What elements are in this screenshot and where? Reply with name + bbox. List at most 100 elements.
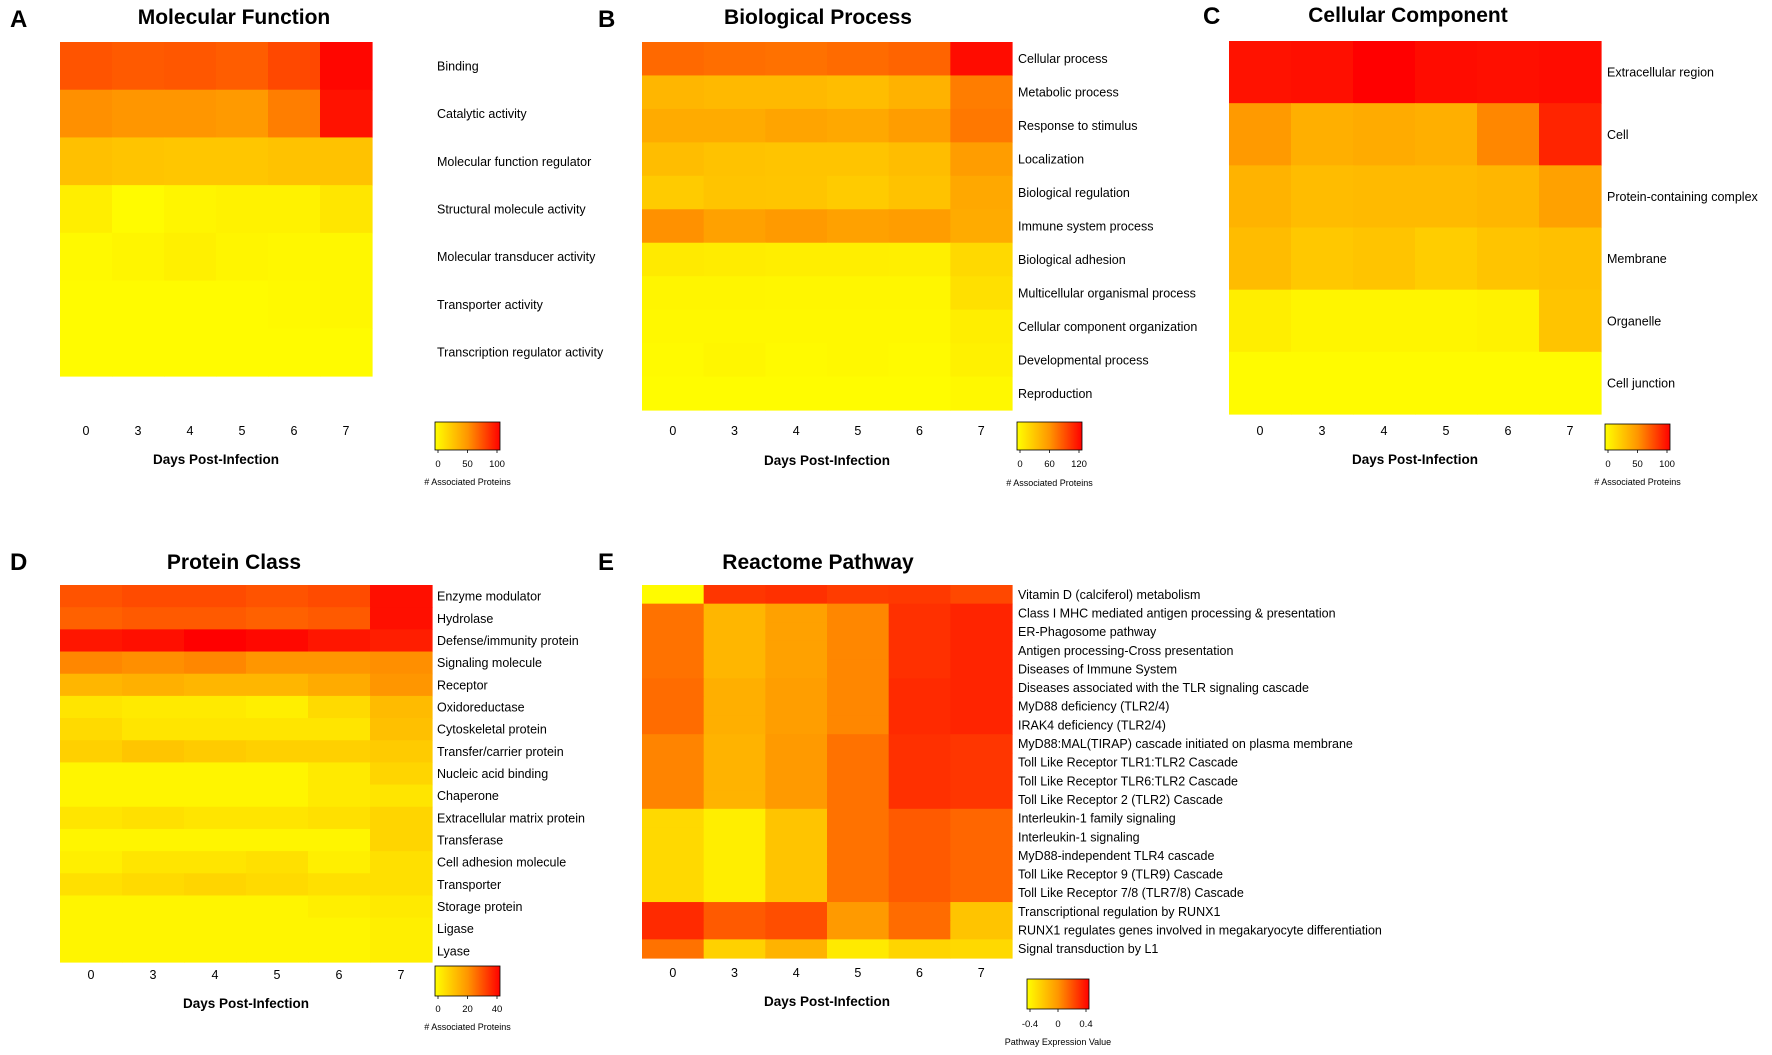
- heatmap-cell: [888, 309, 951, 344]
- heatmap-cell: [112, 185, 165, 234]
- heatmap-cell: [370, 629, 433, 653]
- heatmap-cell: [642, 622, 705, 642]
- heatmap-cell: [950, 640, 1013, 661]
- heatmap-cell: [246, 585, 309, 608]
- heatmap-cell: [1477, 103, 1540, 166]
- heatmap-cell: [888, 603, 951, 623]
- heatmap-cell: [320, 42, 373, 91]
- heatmap-cell: [184, 917, 247, 941]
- heatmap-cell: [1353, 351, 1416, 415]
- heatmap-cell: [703, 108, 766, 143]
- heatmap-cell: [765, 827, 828, 847]
- panel-d: D Protein Class Enzyme modulator Hydrolase D…: [10, 549, 585, 1032]
- heatmap-cell: [888, 864, 951, 884]
- heatmap-cell: [642, 585, 705, 605]
- heatmap-cell: [164, 185, 217, 234]
- heatmap-cell: [320, 137, 373, 186]
- heatmap-cell: [246, 873, 309, 897]
- heatmap-cell: [950, 175, 1013, 210]
- x-tick-label: 7: [978, 966, 985, 980]
- heatmap-cell: [60, 673, 123, 697]
- heatmap-cell: [765, 846, 828, 866]
- heatmap-cell: [642, 678, 705, 698]
- row-label: Protein-containing complex: [1607, 190, 1759, 204]
- heatmap-cell: [827, 309, 890, 344]
- heatmap-cell: [60, 280, 113, 329]
- heatmap-cell: [308, 939, 371, 963]
- heatmap-cell: [827, 75, 890, 110]
- heatmap-cell: [1291, 41, 1354, 104]
- heatmap-cell: [950, 715, 1013, 735]
- heatmap-cell: [950, 659, 1013, 679]
- heatmap-cell: [308, 718, 371, 741]
- x-tick-label: 7: [398, 968, 405, 982]
- heatmap-cell: [642, 276, 705, 311]
- heatmap-cell: [1353, 227, 1416, 291]
- heatmap-cell: [642, 883, 705, 903]
- row-label: MyD88-independent TLR4 cascade: [1018, 849, 1214, 863]
- heatmap-cell: [642, 827, 705, 847]
- heatmap-cell: [888, 883, 951, 903]
- x-tick-label: 5: [854, 966, 861, 980]
- heatmap-cell: [642, 659, 705, 679]
- heatmap-cell: [765, 276, 828, 311]
- panel-e: E Reactome Pathway Vitamin D (calciferol) …: [598, 549, 1382, 1047]
- heatmap-cell: [642, 939, 705, 959]
- heatmap-cell: [642, 108, 705, 143]
- row-label: MyD88 deficiency (TLR2/4): [1018, 700, 1169, 714]
- heatmap-cell: [703, 696, 766, 717]
- heatmap-cell: [827, 864, 890, 884]
- heatmap-cell: [184, 873, 247, 897]
- row-label: Cell: [1607, 128, 1629, 142]
- heatmap-cell: [827, 678, 890, 698]
- heatmap-cell: [950, 42, 1013, 77]
- heatmap-cell: [950, 939, 1013, 959]
- heatmap-cell: [1229, 351, 1292, 415]
- heatmap-cell: [765, 309, 828, 344]
- row-label: Interleukin-1 signaling: [1018, 830, 1140, 844]
- heatmap-cell: [827, 846, 890, 866]
- heatmap-cell: [370, 939, 433, 963]
- heatmap-cell: [888, 808, 951, 829]
- heatmap-cell: [308, 673, 371, 697]
- row-label: Reproduction: [1018, 387, 1092, 401]
- row-label: Transporter: [437, 878, 501, 892]
- row-label: Molecular function regulator: [437, 155, 591, 169]
- heatmap-cell: [60, 695, 123, 719]
- heatmap-cell: [1291, 289, 1354, 353]
- heatmap-cell: [888, 659, 951, 679]
- chart-title: Protein Class: [167, 551, 301, 574]
- heatmap-cell: [703, 715, 766, 735]
- x-axis-title: Days Post-Infection: [183, 996, 309, 1011]
- heatmap-cell: [122, 718, 185, 741]
- heatmap-cell: [827, 827, 890, 847]
- colorbar-title: # Associated Proteins: [1006, 478, 1093, 488]
- heatmap-cell: [642, 603, 705, 623]
- heatmap-cell: [308, 784, 371, 808]
- heatmap-cell: [308, 607, 371, 630]
- row-label: Signal transduction by L1: [1018, 942, 1158, 956]
- heatmap-cell: [60, 718, 123, 741]
- x-tick-label: 3: [731, 424, 738, 438]
- heatmap-cell: [60, 607, 123, 630]
- heatmap-cell: [703, 864, 766, 884]
- colorbar-tick-label: 50: [462, 459, 473, 470]
- heatmap-cell: [164, 328, 217, 377]
- heatmap-cell: [184, 895, 247, 919]
- heatmap-cell: [370, 784, 433, 808]
- row-label: Lyase: [437, 944, 470, 958]
- row-label: Toll Like Receptor 9 (TLR9) Cascade: [1018, 868, 1223, 882]
- x-tick-label: 3: [150, 968, 157, 982]
- heatmap-cell: [370, 585, 433, 608]
- heatmap-cell: [370, 917, 433, 941]
- heatmap-cell: [827, 242, 890, 277]
- panel-letter: B: [598, 6, 615, 33]
- heatmap-cell: [827, 209, 890, 244]
- heatmap-cell: [703, 808, 766, 829]
- heatmap-cell: [60, 762, 123, 786]
- heatmap-cell: [888, 242, 951, 277]
- x-tick-label: 4: [1381, 424, 1388, 438]
- heatmap-cell: [308, 806, 371, 830]
- row-label: Class I MHC mediated antigen processing …: [1018, 606, 1336, 620]
